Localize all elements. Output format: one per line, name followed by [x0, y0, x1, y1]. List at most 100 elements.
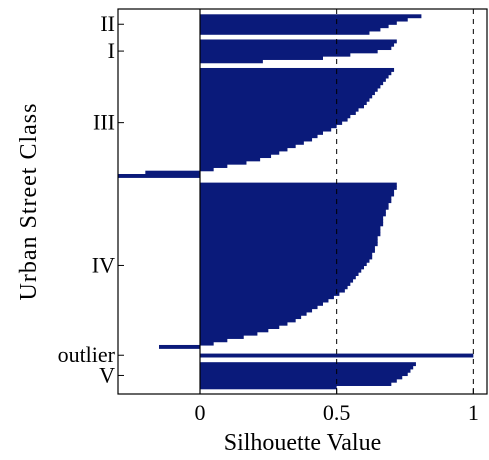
silhouette-bar — [145, 170, 200, 175]
silhouette-bar — [200, 27, 381, 32]
silhouette-bar — [200, 97, 370, 102]
silhouette-bar — [200, 235, 378, 240]
silhouette-bar — [200, 154, 272, 159]
silhouette-bar — [200, 362, 416, 367]
silhouette-bar — [200, 24, 389, 29]
silhouette-bar — [200, 209, 386, 214]
silhouette-bar — [118, 174, 200, 178]
silhouette-bar — [200, 212, 386, 217]
silhouette-bar — [200, 328, 269, 333]
silhouette-bar — [200, 242, 378, 247]
silhouette-bar — [200, 94, 373, 99]
silhouette-bar — [200, 202, 389, 207]
silhouette-bar — [200, 59, 263, 64]
silhouette-bar — [200, 248, 375, 253]
silhouette-bar — [200, 111, 356, 115]
silhouette-bar — [200, 372, 408, 377]
y-tick-label: II — [100, 11, 115, 36]
silhouette-bar — [200, 382, 392, 386]
x-ticks-group: 0 0.5 1 — [195, 388, 479, 425]
axes-frame — [117, 8, 488, 395]
silhouette-bar — [200, 144, 296, 149]
silhouette-bar — [200, 225, 381, 230]
y-tick-label: I — [108, 38, 115, 63]
bars-group — [118, 14, 474, 390]
silhouette-bar — [200, 150, 280, 155]
silhouette-bar — [200, 182, 397, 187]
silhouette-bar — [200, 134, 318, 139]
silhouette-bar — [200, 101, 367, 106]
y-tick-label: IV — [92, 252, 115, 277]
silhouette-bar — [200, 164, 228, 168]
silhouette-bar — [200, 378, 397, 383]
y-tick-label: III — [93, 110, 115, 135]
silhouette-bar — [200, 311, 307, 316]
silhouette-bar — [200, 275, 356, 280]
silhouette-bar — [200, 71, 392, 76]
silhouette-bar — [200, 219, 384, 223]
x-tick-label: 0 — [195, 400, 206, 425]
silhouette-bar — [200, 238, 378, 243]
y-tick-label: V — [99, 362, 115, 387]
silhouette-bar — [200, 77, 386, 82]
silhouette-bar — [200, 335, 244, 339]
silhouette-bar — [200, 185, 397, 190]
silhouette-bar — [200, 331, 258, 336]
silhouette-bar — [200, 137, 313, 142]
silhouette-bar — [200, 215, 384, 220]
silhouette-bar — [200, 252, 373, 257]
x-axis-title: Silhouette Value — [224, 430, 382, 456]
silhouette-bar — [200, 199, 392, 204]
silhouette-bar — [200, 120, 343, 125]
silhouette-bar — [200, 49, 378, 54]
silhouette-bar — [200, 124, 337, 129]
silhouette-bar — [200, 42, 395, 47]
silhouette-bar — [200, 147, 288, 152]
silhouette-bar — [200, 14, 422, 19]
silhouette-bar — [200, 291, 340, 296]
silhouette-bar — [200, 81, 384, 86]
silhouette-bar — [200, 39, 397, 44]
silhouette-bar — [200, 278, 354, 283]
silhouette-bar — [200, 222, 384, 227]
silhouette-bar — [200, 365, 414, 370]
silhouette-bar — [200, 232, 381, 237]
silhouette-bar — [200, 67, 395, 72]
silhouette-bar — [200, 104, 364, 109]
silhouette-bar — [200, 298, 329, 303]
gridlines-group — [336, 9, 474, 394]
silhouette-bar — [200, 368, 411, 373]
silhouette-bar — [200, 341, 214, 346]
silhouette-bar — [200, 87, 378, 92]
silhouette-bar — [200, 84, 381, 89]
silhouette-bar — [200, 46, 392, 51]
silhouette-bar — [200, 321, 288, 326]
silhouette-bar — [200, 272, 359, 276]
silhouette-bar — [200, 189, 395, 194]
x-tick-label: 1 — [468, 400, 479, 425]
silhouette-bar — [200, 56, 323, 60]
silhouette-bar — [200, 229, 381, 233]
y-tick-label: outlier — [58, 342, 116, 367]
silhouette-bar — [200, 127, 332, 132]
silhouette-bar — [200, 385, 337, 390]
silhouette-bar — [200, 295, 334, 300]
silhouette-bar — [200, 308, 313, 313]
silhouette-bar — [200, 160, 247, 165]
silhouette-bar — [200, 285, 348, 290]
silhouette-bar — [200, 157, 261, 162]
silhouette-bar — [200, 140, 304, 145]
y-axis-title: Urban Street Class — [16, 103, 42, 301]
silhouette-bar — [200, 318, 296, 323]
silhouette-bar — [200, 30, 370, 35]
silhouette-bar — [200, 17, 408, 22]
silhouette-bar — [200, 258, 370, 263]
silhouette-bar — [200, 117, 348, 122]
silhouette-bar — [159, 344, 200, 349]
x-tick-label: 0.5 — [323, 400, 351, 425]
silhouette-bar — [200, 245, 375, 250]
silhouette-bar — [200, 262, 367, 267]
silhouette-bar — [200, 375, 403, 380]
silhouette-bar — [200, 107, 359, 112]
